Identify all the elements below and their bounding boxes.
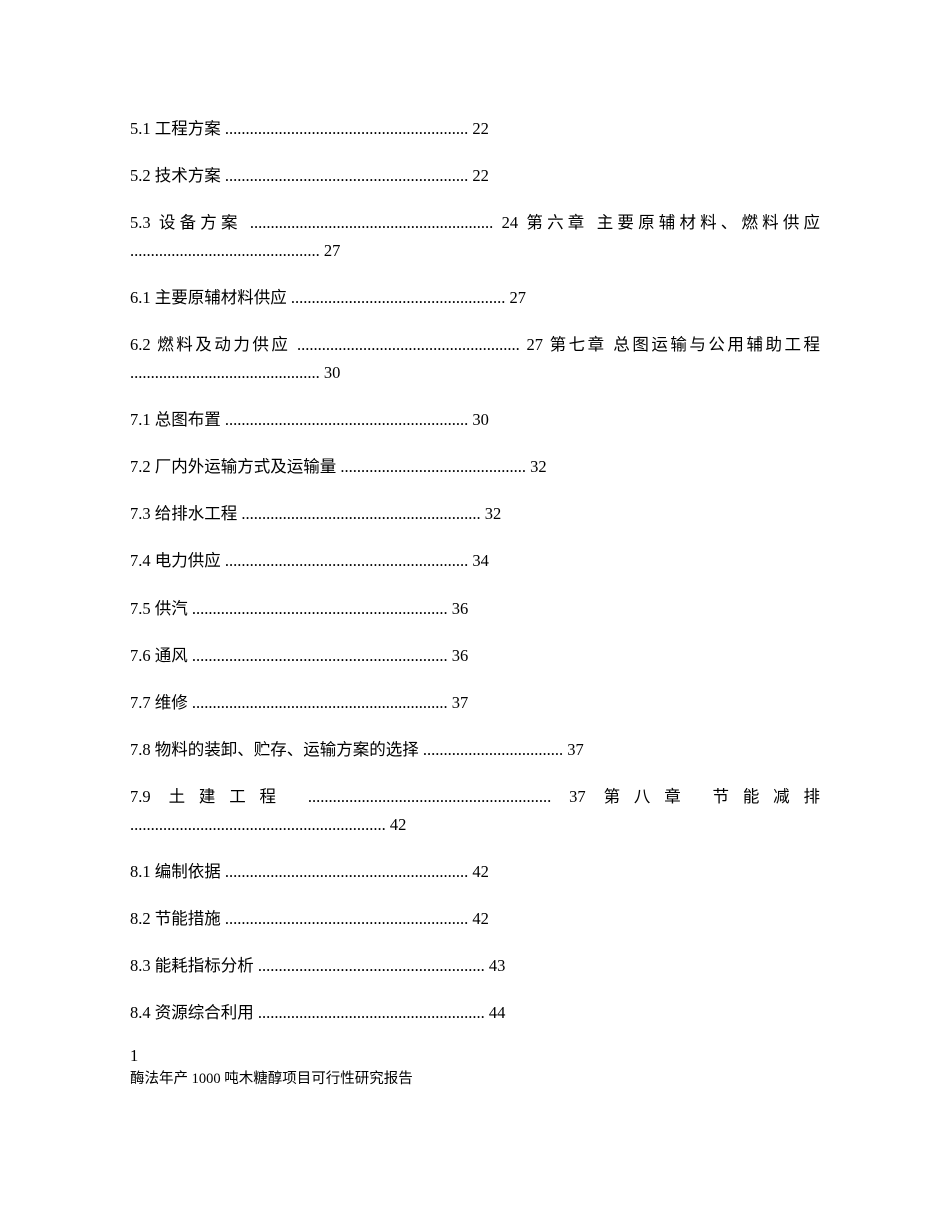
footer-title: 酶法年产 1000 吨木糖醇项目可行性研究报告 — [130, 1067, 413, 1088]
toc-entry: 7.2 厂内外运输方式及运输量 ........................… — [130, 453, 820, 481]
toc-entry: 6.2 燃料及动力供应 ............................… — [130, 331, 820, 387]
toc-entry: 7.3 给排水工程 ..............................… — [130, 500, 820, 528]
toc-entry: 7.4 电力供应 ...............................… — [130, 547, 820, 575]
toc-entry: 7.1 总图布置 ...............................… — [130, 406, 820, 434]
toc-entry: 7.7 维修 .................................… — [130, 689, 820, 717]
toc-entry: 7.6 通风 .................................… — [130, 642, 820, 670]
toc-entry: 8.3 能耗指标分析 .............................… — [130, 952, 820, 980]
toc-entry: 5.3 设备方案 ...............................… — [130, 209, 820, 265]
toc-entry: 8.2 节能措施 ...............................… — [130, 905, 820, 933]
toc-entry: 8.1 编制依据 ...............................… — [130, 858, 820, 886]
toc-entry: 5.1 工程方案 ...............................… — [130, 115, 820, 143]
toc-entry: 7.8 物料的装卸、贮存、运输方案的选择 ...................… — [130, 736, 820, 764]
toc-entry: 7.5 供汽 .................................… — [130, 595, 820, 623]
page-number: 1 — [130, 1046, 820, 1066]
toc-container: 5.1 工程方案 ...............................… — [130, 115, 820, 1066]
toc-entry: 8.4 资源综合利用 .............................… — [130, 999, 820, 1027]
toc-entry: 5.2 技术方案 ...............................… — [130, 162, 820, 190]
toc-entry: 6.1 主要原辅材料供应 ...........................… — [130, 284, 820, 312]
toc-entry: 7.9 土建工程 ...............................… — [130, 783, 820, 839]
